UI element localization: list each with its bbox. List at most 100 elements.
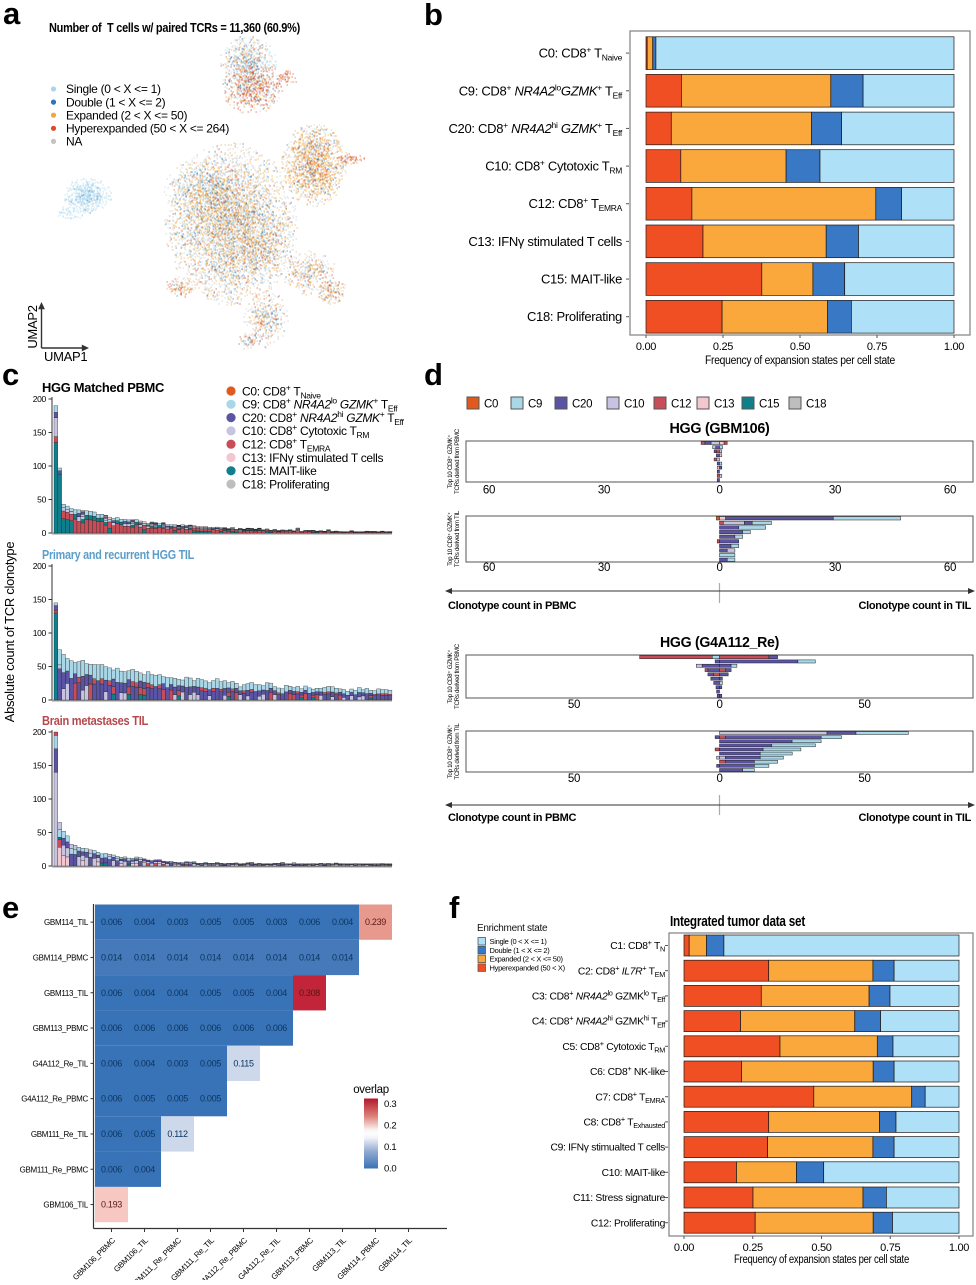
svg-text:100: 100 [33,794,47,804]
svg-text:G4A112_Re_TIL: G4A112_Re_TIL [32,1059,88,1068]
svg-text:0.014: 0.014 [233,952,254,962]
svg-text:100: 100 [33,461,47,471]
svg-text:0.50: 0.50 [811,1242,831,1254]
svg-text:Number of T cells w/ paired T: Number of T cells w/ paired TCRs = 11,36… [49,20,300,35]
svg-text:0: 0 [42,861,47,871]
svg-text:0.006: 0.006 [200,1023,221,1033]
svg-text:Double (1 < X <= 2): Double (1 < X <= 2) [490,946,551,955]
svg-text:0.115: 0.115 [233,1058,254,1068]
svg-text:TCRs derived from PBMC: TCRs derived from PBMC [454,428,461,494]
svg-text:Frequency of expansion states: Frequency of expansion states per cell s… [705,355,895,367]
svg-text:C20: CD8+ NR4A2hi​ GZMK+ TEff​: C20: CD8+ NR4A2hi​ GZMK+ TEff​ [448,120,622,138]
svg-text:200: 200 [33,561,47,571]
svg-text:0.005: 0.005 [200,1058,221,1068]
svg-text:0.005: 0.005 [200,1094,221,1104]
svg-text:Integrated tumor data set: Integrated tumor data set [670,913,805,930]
svg-text:0.25: 0.25 [743,1242,763,1254]
svg-text:Single (0 < X <= 1): Single (0 < X <= 1) [490,937,548,946]
svg-text:TCRs derived from PBMC: TCRs derived from PBMC [454,643,461,709]
svg-text:C10: C10 [624,399,644,411]
svg-text:200: 200 [33,727,47,737]
svg-text:0.014: 0.014 [332,952,353,962]
svg-text:0.112: 0.112 [167,1129,188,1139]
svg-text:0.003: 0.003 [266,917,287,927]
svg-text:C0: C0 [484,399,498,411]
svg-text:HGG (GBM106): HGG (GBM106) [670,421,770,437]
svg-text:30: 30 [598,485,610,497]
svg-text:Enrichment state: Enrichment state [477,923,548,934]
svg-text:50: 50 [37,495,46,505]
svg-text:0.3: 0.3 [384,1099,396,1110]
svg-text:30: 30 [598,562,610,574]
svg-text:0.00: 0.00 [674,1242,694,1254]
svg-text:0.014: 0.014 [167,952,188,962]
svg-text:HGG (G4A112_Re): HGG (G4A112_Re) [660,635,779,651]
svg-text:0.0: 0.0 [384,1164,396,1175]
svg-text:f: f [449,890,460,925]
svg-text:GBM106_TIL: GBM106_TIL [43,1201,88,1210]
svg-text:C9: C9 [528,399,542,411]
svg-text:1.00: 1.00 [949,1242,969,1254]
svg-text:TCRs derived from TIL: TCRs derived from TIL [454,510,461,567]
svg-text:UMAP1: UMAP1 [44,349,87,364]
svg-text:0.005: 0.005 [167,1094,188,1104]
svg-text:b: b [424,0,443,32]
svg-text:0.00: 0.00 [636,341,656,353]
svg-text:C20: C20 [572,399,592,411]
svg-text:0.1: 0.1 [384,1142,396,1153]
svg-text:C5: CD8+ Cytotoxic TRM​: C5: CD8+ Cytotoxic TRM​ [562,1039,665,1055]
svg-text:60: 60 [944,485,956,497]
svg-text:C12: C12 [671,399,691,411]
svg-text:0: 0 [42,695,47,705]
svg-text:G4A112_Re_PBMC: G4A112_Re_PBMC [21,1095,88,1104]
svg-text:150: 150 [33,761,47,771]
svg-text:0.014: 0.014 [200,952,221,962]
svg-text:0.004: 0.004 [167,988,188,998]
svg-text:Double (1 < X <= 2): Double (1 < X <= 2) [66,95,166,109]
svg-text:60: 60 [483,485,495,497]
svg-text:0.005: 0.005 [233,917,254,927]
svg-text:C1: CD8+ TN​: C1: CD8+ TN​ [610,938,665,954]
svg-text:60: 60 [944,562,956,574]
svg-text:0.006: 0.006 [101,1058,122,1068]
svg-text:Hyperexpanded (50 < X <= 264): Hyperexpanded (50 < X <= 264) [66,122,229,136]
svg-text:150: 150 [33,595,47,605]
svg-text:0.006: 0.006 [101,1129,122,1139]
svg-text:GBM113_PBMC: GBM113_PBMC [33,1024,89,1033]
svg-text:C13: IFNγ stimulated T cells: C13: IFNγ stimulated T cells [468,234,622,249]
svg-text:60: 60 [483,562,495,574]
svg-text:HGG Matched PBMC: HGG Matched PBMC [42,381,164,395]
svg-text:0.75: 0.75 [880,1242,900,1254]
svg-text:0: 0 [716,562,722,574]
svg-text:Clonotype count in PBMC: Clonotype count in PBMC [448,600,577,612]
svg-text:0.006: 0.006 [299,917,320,927]
svg-text:0.25: 0.25 [713,341,733,353]
svg-text:0.006: 0.006 [101,1094,122,1104]
svg-text:30: 30 [829,485,841,497]
svg-text:C18: Proliferating: C18: Proliferating [527,309,622,324]
svg-text:0: 0 [716,485,722,497]
svg-text:0.50: 0.50 [790,341,810,353]
svg-text:50: 50 [568,699,580,711]
svg-text:c: c [2,357,19,392]
svg-text:30: 30 [829,562,841,574]
svg-text:C18: C18 [806,399,826,411]
svg-text:50: 50 [858,773,870,785]
svg-text:0.006: 0.006 [134,1023,155,1033]
svg-text:0.005: 0.005 [233,988,254,998]
svg-text:0.006: 0.006 [101,1023,122,1033]
svg-text:C13: IFNγ stimulated T cells: C13: IFNγ stimulated T cells [242,451,384,465]
svg-text:0.004: 0.004 [134,1164,155,1174]
svg-text:C2: CD8+ IL7R+ TEM​: C2: CD8+ IL7R+ TEM​ [578,963,665,979]
svg-text:0.75: 0.75 [867,341,887,353]
svg-text:GBM111_Re_PBMC: GBM111_Re_PBMC [20,1165,89,1174]
svg-text:Clonotype count in PBMC: Clonotype count in PBMC [448,812,577,824]
svg-text:0: 0 [716,699,722,711]
svg-text:e: e [2,890,19,925]
svg-text:1.00: 1.00 [944,341,964,353]
svg-text:C15: C15 [759,399,779,411]
svg-text:GBM111_Re_TIL: GBM111_Re_TIL [31,1130,89,1139]
svg-text:Top 10 CD8⁺ GZMK⁺: Top 10 CD8⁺ GZMK⁺ [447,650,454,704]
svg-text:Absolute count of TCR clonotyp: Absolute count of TCR clonotype [2,542,17,723]
svg-text:C10: CD8+ Cytotoxic TRM​: C10: CD8+ Cytotoxic TRM​ [485,158,622,176]
